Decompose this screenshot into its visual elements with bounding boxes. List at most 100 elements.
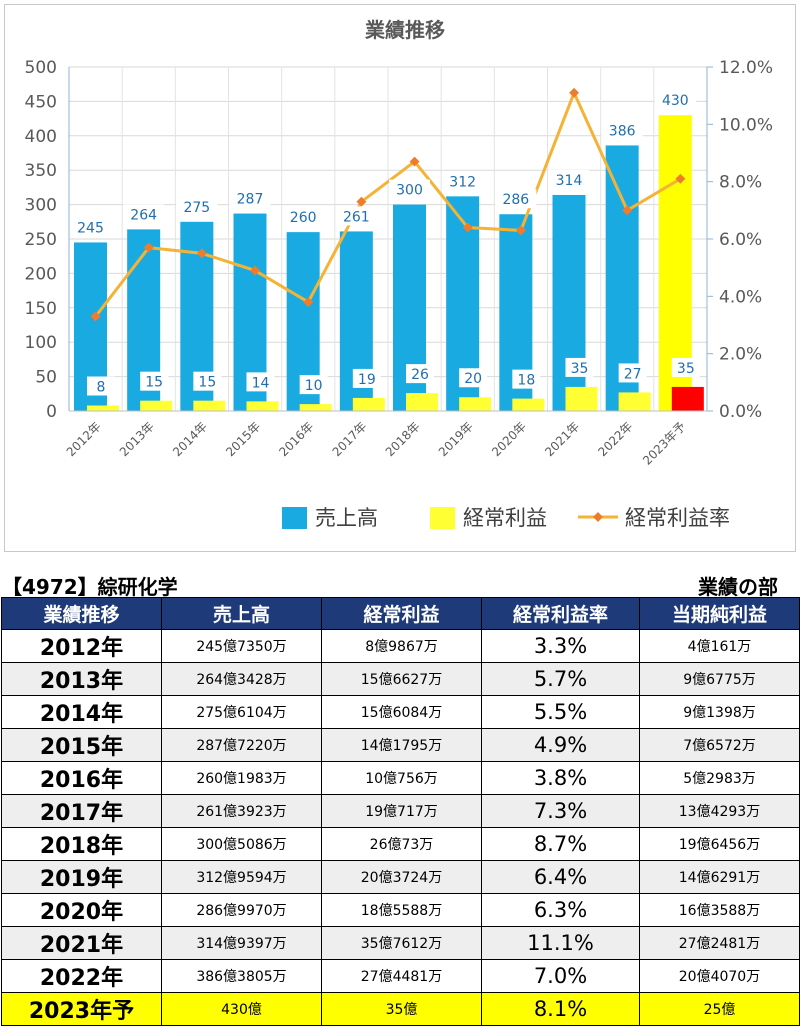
sales-data-label: 275 — [183, 200, 210, 216]
row-net-income: 13億4293万 — [639, 794, 800, 828]
ordinary-profit-data-label: 19 — [358, 372, 376, 388]
table-row: 2023年予 430億 35億 8.1% 25億 — [1, 992, 800, 1026]
ordinary-profit-data-label: 15 — [145, 375, 163, 391]
sales-data-label: 314 — [556, 173, 583, 189]
row-net-income: 16億3588万 — [639, 893, 800, 927]
sales-data-label: 260 — [290, 210, 317, 226]
table-row: 2014年 275億6104万 15億6084万 5.5% 9億1398万 — [1, 695, 800, 729]
ordinary-profit-data-label: 18 — [517, 373, 535, 389]
table-header-row: 業績推移 売上高 経常利益 経常利益率 当期純利益 — [1, 597, 800, 630]
y-left-tick-label: 0 — [46, 402, 57, 422]
profit-data-label-bg — [618, 363, 647, 383]
row-ordinary-margin: 11.1% — [481, 926, 640, 960]
ordinary-profit-bar — [246, 401, 279, 411]
ordinary-profit-bar — [565, 386, 598, 411]
ordinary-profit-bar — [140, 400, 173, 411]
y-right-tick-label: 0.0% — [719, 402, 762, 422]
row-year: 2016年 — [1, 761, 162, 795]
row-ordinary-profit: 19億717万 — [321, 794, 482, 828]
x-category-label: 2018年 — [383, 419, 423, 459]
table-row: 2015年 287億7220万 14億1795万 4.9% 7億6572万 — [1, 728, 800, 762]
row-net-income: 7億6572万 — [639, 728, 800, 762]
row-ordinary-profit: 35億7612万 — [321, 926, 482, 960]
legend-label-sales: 売上高 — [315, 506, 378, 530]
x-category-label: 2012年 — [64, 419, 104, 459]
chart-title: 業績推移 — [365, 18, 445, 42]
row-ordinary-margin: 6.3% — [481, 893, 640, 927]
ordinary-profit-data-label: 20 — [464, 371, 482, 387]
table-row: 2012年 245億7350万 8億9867万 3.3% 4億161万 — [1, 629, 800, 663]
table-row: 2017年 261億3923万 19億717万 7.3% 13億4293万 — [1, 794, 800, 828]
y-left-tick-label: 100 — [25, 333, 57, 353]
sales-data-label-bg — [123, 204, 165, 224]
ordinary-profit-data-label: 15 — [198, 375, 216, 391]
ordinary-margin-point — [622, 205, 633, 216]
row-year: 2020年 — [1, 893, 162, 927]
y-left-tick-label: 250 — [25, 230, 57, 250]
y-right-tick-label: 12.0% — [719, 58, 773, 78]
row-ordinary-profit: 14億1795万 — [321, 728, 482, 762]
ordinary-profit-data-label: 35 — [677, 361, 695, 377]
company-name: 【4972】綜研化学 — [2, 575, 178, 599]
performance-chart: 業績推移 245 8 264 15 275 15 287 14 260 10 261 19 300 26 3… — [25, 18, 773, 530]
sales-data-label-bg — [601, 120, 643, 140]
row-sales: 260億1983万 — [161, 761, 322, 795]
row-sales: 264億3428万 — [161, 662, 322, 696]
sales-data-label: 386 — [609, 123, 636, 139]
ordinary-margin-point — [569, 87, 580, 98]
row-ordinary-margin: 5.7% — [481, 662, 640, 696]
legend-marker-ordinary-margin — [593, 512, 603, 522]
row-ordinary-profit: 15億6084万 — [321, 695, 482, 729]
ordinary-margin-line — [94, 88, 682, 318]
ordinary-profit-bar — [459, 397, 492, 411]
row-ordinary-profit: 8億9867万 — [321, 629, 482, 663]
section-label: 業績の部 — [698, 575, 778, 599]
row-year: 2017年 — [1, 794, 162, 828]
row-year: 2021年 — [1, 926, 162, 960]
y-left-tick-label: 50 — [35, 368, 57, 388]
y-left-tick-label: 200 — [25, 264, 57, 284]
x-category-label: 2020年 — [489, 419, 529, 459]
y-left-tick-label: 300 — [25, 196, 57, 216]
x-category-label: 2013年 — [117, 419, 157, 459]
x-category-label: 2019年 — [436, 419, 476, 459]
x-category-label: 2023年予 — [640, 419, 688, 467]
x-category-label: 2015年 — [223, 419, 263, 459]
row-year: 2015年 — [1, 728, 162, 762]
y-right-tick-label: 2.0% — [719, 345, 762, 365]
sales-data-label: 287 — [237, 192, 264, 208]
table-row: 2020年 286億9970万 18億5588万 6.3% 16億3588万 — [1, 893, 800, 927]
y-right-tick-label: 10.0% — [719, 115, 773, 135]
sales-data-label: 300 — [396, 183, 423, 199]
row-year: 2019年 — [1, 860, 162, 894]
row-ordinary-profit: 15億6627万 — [321, 662, 482, 696]
x-category-label: 2021年 — [542, 419, 582, 459]
row-ordinary-margin: 4.9% — [481, 728, 640, 762]
table-row: 2022年 386億3805万 27億4481万 7.0% 20億4070万 — [1, 959, 800, 993]
row-sales: 286億9970万 — [161, 893, 322, 927]
row-ordinary-margin: 8.1% — [481, 992, 640, 1026]
row-year: 2012年 — [1, 629, 162, 663]
y-left-tick-label: 450 — [25, 92, 57, 112]
sales-data-label-bg — [548, 169, 590, 189]
sales-data-label-bg — [229, 188, 271, 208]
header-period: 業績推移 — [1, 597, 162, 630]
profit-data-label-bg — [193, 371, 222, 391]
ordinary-margin-point — [143, 242, 154, 253]
sales-data-label-bg — [442, 171, 484, 191]
row-net-income: 19億6456万 — [639, 827, 800, 861]
row-ordinary-margin: 8.7% — [481, 827, 640, 861]
ordinary-profit-bar — [87, 405, 119, 411]
row-ordinary-profit: 10億756万 — [321, 761, 482, 795]
row-year: 2018年 — [1, 827, 162, 861]
row-sales: 245億7350万 — [161, 629, 322, 663]
ordinary-margin-point — [515, 225, 526, 236]
sales-data-label-bg — [654, 90, 696, 110]
row-year: 2022年 — [1, 959, 162, 993]
profit-data-label-bg — [406, 364, 434, 384]
sales-bar — [552, 194, 586, 411]
row-net-income: 9億6775万 — [639, 662, 800, 696]
ordinary-margin-point — [409, 156, 420, 167]
row-sales: 430億 — [161, 992, 322, 1026]
row-sales: 312億9594万 — [161, 860, 322, 894]
